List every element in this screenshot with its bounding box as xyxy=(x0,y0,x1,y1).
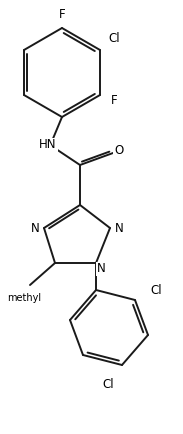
Text: N: N xyxy=(115,221,123,234)
Text: F: F xyxy=(111,93,117,106)
Text: methyl: methyl xyxy=(7,293,41,303)
Text: N: N xyxy=(31,221,39,234)
Text: Cl: Cl xyxy=(102,378,114,391)
Text: O: O xyxy=(114,145,124,158)
Text: F: F xyxy=(59,7,65,20)
Text: N: N xyxy=(97,263,105,276)
Text: Cl: Cl xyxy=(108,32,120,45)
Text: Cl: Cl xyxy=(150,285,162,297)
Text: HN: HN xyxy=(39,138,57,151)
